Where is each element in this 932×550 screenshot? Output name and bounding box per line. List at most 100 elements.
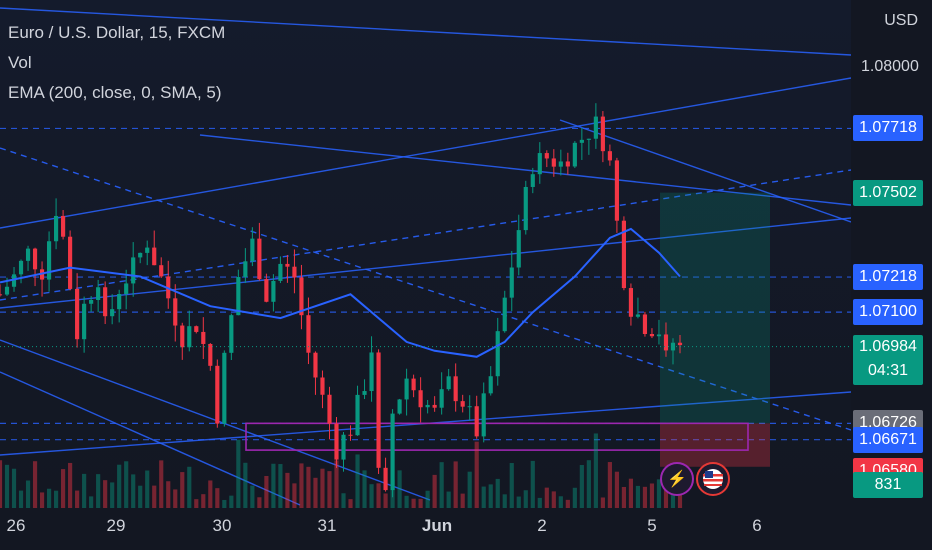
candle-body — [509, 267, 514, 298]
volume-bar — [285, 472, 290, 508]
candle-body — [397, 399, 402, 414]
candle-body — [621, 220, 626, 289]
candle-body — [18, 260, 24, 275]
candle-body — [236, 277, 241, 316]
candle-body — [159, 265, 164, 277]
candle-body — [495, 331, 500, 377]
candle-body — [362, 391, 367, 395]
ema-line — [0, 227, 681, 358]
candle-body — [229, 315, 234, 353]
us-flag-icon[interactable] — [696, 462, 730, 496]
volume-bar — [299, 463, 304, 508]
candle-body — [145, 247, 150, 253]
time-tick: 5 — [647, 516, 657, 535]
symbol-title[interactable]: Euro / U.S. Dollar, 15, FXCM — [8, 23, 226, 42]
candle-body — [579, 139, 584, 143]
volume-bar — [369, 484, 374, 508]
volume-bar — [152, 485, 157, 508]
candlestick-chart[interactable] — [0, 0, 851, 508]
volume-bar — [453, 461, 458, 508]
volume-bar — [656, 479, 662, 508]
candle-body — [635, 314, 641, 317]
candle-body — [607, 151, 612, 161]
candle-body — [208, 343, 213, 366]
volume-indicator-label[interactable]: Vol — [8, 53, 32, 72]
currency-label[interactable]: USD — [884, 12, 918, 29]
current-price-label[interactable]: 1.06984 04:31 — [853, 334, 923, 385]
volume-bar — [39, 492, 45, 508]
volume-bar — [474, 441, 479, 508]
volume-bar — [180, 472, 185, 508]
time-axis[interactable]: 26 29 30 31 Jun 2 5 6 — [0, 508, 932, 550]
volume-bar — [138, 485, 143, 508]
volume-bar — [376, 483, 381, 508]
volume-value-label[interactable]: 831 — [853, 472, 923, 498]
candle-body — [439, 389, 444, 408]
candle-body — [96, 287, 101, 301]
volume-bar — [397, 470, 402, 508]
volume-bar — [54, 490, 59, 508]
volume-bar — [586, 460, 591, 508]
volume-bar — [271, 463, 276, 508]
candle-body — [411, 378, 416, 391]
support-box — [245, 422, 749, 451]
candle-body — [306, 315, 311, 353]
bar-countdown: 04:31 — [867, 361, 909, 379]
candle-body — [243, 261, 248, 278]
ema-value-label[interactable]: 1.07218 — [853, 264, 923, 291]
candle-body — [334, 423, 339, 460]
volume-bar — [159, 460, 164, 508]
price-axis[interactable]: USD 1.08000 1.07718 1.07502 1.07218 1.07100… — [851, 0, 932, 508]
chart-pane[interactable]: Euro / U.S. Dollar, 15, FXCM Vol EMA (20… — [0, 0, 851, 508]
volume-bar — [635, 485, 641, 508]
candle-body — [348, 434, 353, 436]
take-profit-label[interactable]: 1.07502 — [853, 179, 923, 206]
candle-body — [194, 326, 199, 332]
candle-body — [523, 186, 528, 231]
volume-bar — [537, 497, 542, 508]
lightning-icon[interactable]: ⚡ — [660, 462, 694, 496]
candle-body — [313, 352, 318, 378]
candle-body — [187, 326, 192, 348]
candle-body — [642, 314, 648, 335]
volume-bar — [642, 486, 648, 508]
trend-line — [0, 77, 851, 229]
candle-body — [4, 286, 10, 295]
candle-body — [432, 404, 437, 408]
volume-bar — [467, 471, 472, 508]
time-tick: 26 — [6, 516, 26, 535]
support-level-label[interactable]: 1.06671 — [853, 426, 923, 453]
volume-bar — [418, 498, 423, 508]
candle-body — [446, 376, 451, 390]
volume-bar — [117, 464, 122, 508]
candle-body — [82, 303, 87, 340]
candle-body — [222, 352, 227, 424]
volume-bar — [208, 480, 213, 508]
trendline-level-label[interactable]: 1.07100 — [853, 299, 923, 326]
trend-line — [0, 217, 851, 309]
volume-bar — [530, 460, 535, 508]
candle-body — [453, 376, 458, 402]
candle-body — [376, 352, 381, 468]
trend-line — [559, 119, 851, 223]
resistance-level-label[interactable]: 1.07718 — [853, 115, 923, 142]
volume-bar — [4, 464, 10, 508]
volume-bar — [572, 487, 577, 508]
candle-body — [152, 247, 157, 266]
volume-bar — [110, 482, 115, 508]
candle-body — [299, 277, 304, 316]
volume-bar — [68, 462, 73, 508]
time-tick: 29 — [106, 516, 126, 535]
volume-bar — [579, 465, 584, 508]
volume-bar — [306, 466, 311, 508]
volume-bar — [0, 460, 3, 508]
candle-body — [369, 352, 374, 392]
volume-bar — [89, 496, 94, 508]
volume-bar — [75, 490, 80, 508]
ema-indicator-label[interactable]: EMA (200, close, 0, SMA, 5) — [8, 83, 222, 102]
volume-bar — [621, 486, 626, 508]
candle-body — [586, 138, 591, 140]
candle-body — [677, 342, 683, 346]
candle-body — [257, 238, 262, 280]
volume-bar — [124, 461, 129, 508]
